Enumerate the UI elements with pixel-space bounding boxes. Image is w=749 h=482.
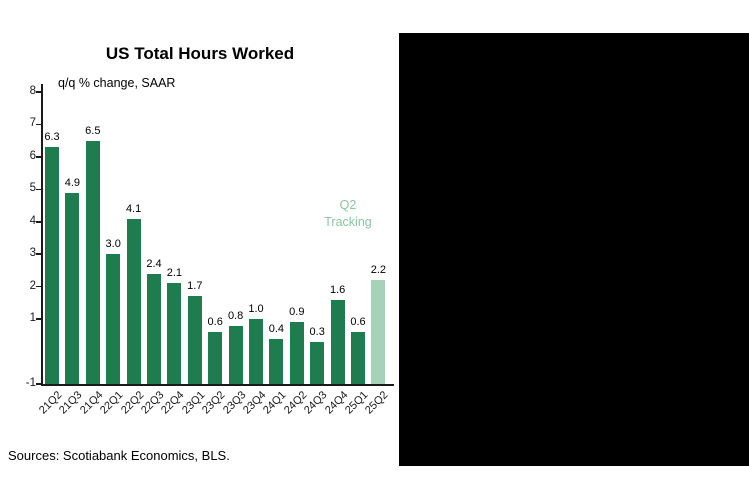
plot-area: 8 7 6 5 4 3 2 1 -1 6.3 21Q2 4.9 21Q3 6.5 21Q4 3.0 22Q1 4.… [25, 84, 394, 417]
bar-value-label: 4.9 [64, 176, 81, 189]
y-tick-mark [36, 221, 41, 223]
bar-value-label: 1.6 [329, 283, 346, 296]
y-tick-mark [36, 188, 41, 191]
bar-value-label: 0.3 [309, 325, 325, 338]
bar [167, 283, 182, 384]
bar [289, 322, 304, 384]
y-tick-mark [36, 91, 41, 93]
y-tick-label: 2 [29, 279, 36, 292]
chart-title: US Total Hours Worked [105, 44, 295, 63]
bar-value-label: 4.1 [125, 202, 142, 215]
bar-value-label: 0.9 [289, 306, 305, 319]
y-tick-label: 3 [29, 247, 36, 260]
annotation-line2: Tracking [324, 215, 372, 229]
q2-tracking-annotation: Q2 Tracking [312, 197, 384, 231]
y-tick-mark [36, 318, 41, 320]
bar [310, 341, 325, 384]
y-tick-label: 8 [29, 85, 36, 97]
bar-value-label: 1.0 [248, 303, 264, 316]
bar-value-label: 0.6 [207, 316, 223, 329]
bar [147, 273, 161, 384]
y-tick-label: 1 [29, 312, 36, 325]
bar-value-label: 2.1 [166, 267, 183, 280]
bar [228, 325, 243, 384]
bar-value-label: 0.6 [350, 316, 366, 329]
bar-value-label: 0.8 [227, 309, 244, 322]
bar-value-label: 1.7 [187, 280, 203, 293]
axis-units-label: q/q % change, SAAR [58, 76, 176, 90]
bar-value-label: 6.3 [44, 131, 60, 144]
bar [330, 299, 345, 384]
right-black-panel [399, 33, 749, 466]
y-tick-label: 7 [29, 117, 36, 130]
y-tick-label: 4 [29, 214, 36, 227]
x-axis-line [41, 384, 394, 386]
annotation-line1: Q2 [339, 198, 357, 212]
bar-value-label: 2.2 [370, 264, 387, 277]
source-note: Sources: Scotiabank Economics, BLS. [8, 448, 230, 463]
y-tick-mark [36, 383, 41, 385]
bar [269, 338, 284, 384]
bar [249, 319, 263, 384]
bar [126, 218, 141, 384]
bar [351, 332, 365, 384]
y-tick-mark [36, 285, 41, 288]
y-tick-label: -1 [25, 377, 36, 389]
bar-value-label: 3.0 [105, 238, 121, 251]
y-tick-label: 6 [29, 149, 36, 162]
y-tick-mark [36, 156, 41, 158]
bar-value-label: 2.4 [146, 257, 162, 270]
y-tick-mark [36, 253, 41, 255]
bar [187, 296, 202, 384]
bar-value-label: 0.4 [268, 322, 285, 335]
bar [106, 254, 121, 384]
bar [45, 147, 59, 384]
bar [208, 332, 223, 384]
us-total-hours-worked-chart: US Total Hours Worked q/q % change, SAAR… [8, 44, 394, 463]
y-tick-label: 5 [29, 182, 36, 195]
bar [65, 192, 80, 384]
y-tick-mark [36, 123, 41, 126]
bar [371, 280, 386, 384]
y-axis-line [41, 84, 43, 385]
bar-value-label: 6.5 [85, 124, 101, 137]
bar [85, 140, 100, 384]
